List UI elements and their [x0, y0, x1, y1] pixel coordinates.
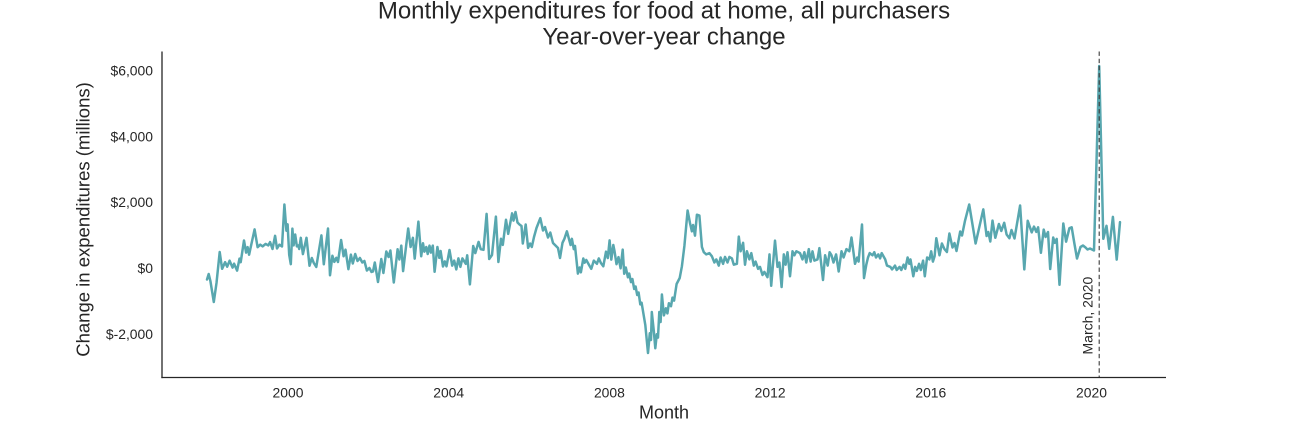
- svg-text:$4,000: $4,000: [111, 128, 154, 144]
- svg-text:Year-over-year change: Year-over-year change: [542, 23, 785, 50]
- svg-text:2004: 2004: [433, 384, 464, 400]
- svg-text:2000: 2000: [273, 384, 304, 400]
- svg-text:2016: 2016: [915, 384, 946, 400]
- svg-text:$-2,000: $-2,000: [106, 326, 153, 342]
- svg-text:Month: Month: [639, 403, 689, 423]
- svg-text:$2,000: $2,000: [111, 194, 154, 210]
- svg-text:Change in expenditures (millio: Change in expenditures (millions): [73, 82, 94, 357]
- svg-text:2020: 2020: [1076, 384, 1107, 400]
- svg-text:$0: $0: [138, 260, 154, 276]
- svg-text:$6,000: $6,000: [111, 62, 154, 78]
- svg-text:Monthly expenditures for food: Monthly expenditures for food at home, a…: [378, 0, 950, 25]
- svg-text:2008: 2008: [594, 384, 625, 400]
- svg-text:2012: 2012: [755, 384, 786, 400]
- svg-text:March, 2020: March, 2020: [1080, 276, 1096, 354]
